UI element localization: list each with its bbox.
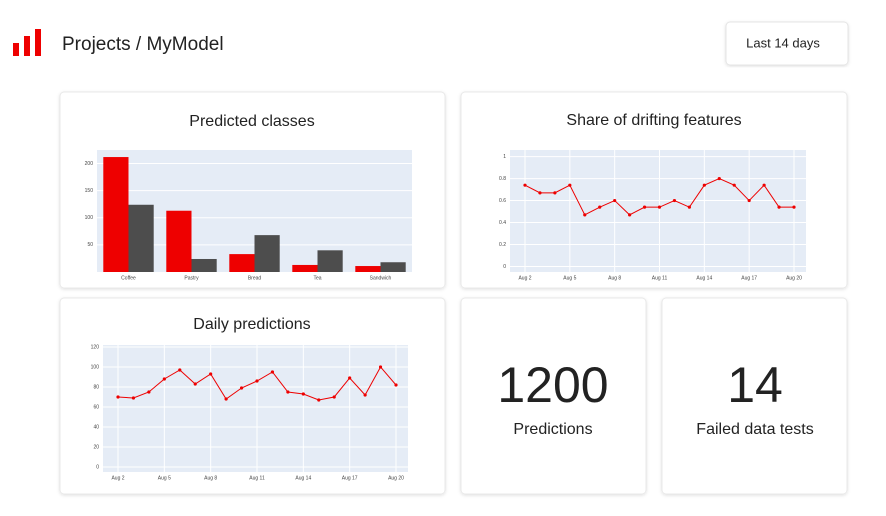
- x-tick-label: Pastry: [184, 275, 199, 281]
- y-tick-label: 60: [93, 404, 99, 410]
- point: [209, 372, 213, 376]
- point: [568, 183, 572, 187]
- x-tick-label: Aug 20: [388, 475, 404, 481]
- point: [792, 205, 796, 209]
- y-tick-label: 20: [93, 444, 99, 450]
- x-tick-label: Aug 2: [111, 475, 124, 481]
- point: [178, 368, 182, 372]
- y-tick-label: 100: [85, 215, 94, 221]
- breadcrumb: Projects / MyModel: [62, 34, 224, 55]
- x-tick-label: Tea: [313, 275, 321, 281]
- point: [317, 398, 321, 402]
- plot-area: [103, 345, 408, 472]
- bar: [317, 250, 343, 272]
- point: [777, 205, 781, 209]
- x-tick-label: Aug 17: [342, 475, 358, 481]
- point: [147, 390, 151, 394]
- kpi-label: Predictions: [513, 421, 592, 438]
- kpi-label: Failed data tests: [696, 421, 813, 438]
- point: [642, 205, 647, 209]
- point: [378, 365, 383, 369]
- y-tick-label: 100: [91, 364, 100, 370]
- x-tick-label: Aug 2: [518, 275, 531, 281]
- bar: [191, 258, 217, 272]
- plot-area: [510, 150, 806, 272]
- point: [270, 370, 275, 374]
- bar: [355, 266, 381, 272]
- point: [131, 396, 136, 400]
- point: [255, 379, 259, 383]
- point: [657, 205, 662, 209]
- point: [687, 205, 691, 209]
- point: [672, 198, 677, 203]
- range-button[interactable]: Last 14 days: [725, 21, 849, 66]
- x-tick-label: Aug 5: [158, 475, 171, 481]
- chart-title: Predicted classes: [189, 113, 314, 130]
- x-tick-label: Aug 8: [204, 475, 217, 481]
- range-button-label[interactable]: Last 14 days: [746, 35, 820, 50]
- point: [747, 198, 751, 203]
- x-tick-label: Aug 17: [741, 275, 757, 281]
- y-tick-label: 50: [87, 242, 93, 248]
- kpi-value: 14: [727, 357, 783, 413]
- y-tick-label: 120: [91, 344, 100, 350]
- y-tick-label: 0.2: [499, 242, 506, 248]
- y-tick-label: 1: [503, 154, 506, 160]
- y-tick-label: 40: [93, 424, 99, 430]
- point: [193, 382, 197, 386]
- bar: [229, 254, 255, 272]
- chart-title: Daily predictions: [193, 316, 310, 333]
- x-tick-label: Aug 8: [608, 275, 621, 281]
- y-tick-label: 200: [85, 161, 94, 167]
- x-tick-label: Aug 5: [563, 275, 576, 281]
- point: [224, 397, 228, 401]
- point: [762, 183, 766, 187]
- y-tick-label: 0: [503, 264, 506, 270]
- x-tick-label: Aug 11: [249, 475, 265, 481]
- point: [732, 183, 736, 187]
- point: [301, 392, 305, 396]
- chart-title: Share of drifting features: [566, 112, 741, 129]
- bar: [166, 210, 192, 272]
- x-tick-label: Aug 11: [652, 275, 668, 281]
- y-tick-label: 150: [85, 188, 94, 194]
- point: [628, 213, 632, 217]
- point: [553, 191, 557, 195]
- bar: [380, 262, 406, 272]
- bar: [103, 157, 129, 272]
- point: [598, 205, 602, 209]
- point: [363, 393, 367, 397]
- point: [613, 198, 617, 203]
- bar: [128, 204, 154, 272]
- point: [394, 383, 398, 387]
- x-tick-label: Coffee: [121, 275, 136, 281]
- point: [717, 176, 721, 181]
- point: [538, 191, 542, 195]
- y-tick-label: 80: [93, 384, 99, 390]
- x-tick-label: Aug 14: [696, 275, 712, 281]
- point: [348, 376, 352, 380]
- x-tick-label: Aug 20: [786, 275, 802, 281]
- point: [286, 390, 290, 394]
- point: [332, 395, 336, 399]
- x-tick-label: Sandwich: [370, 275, 392, 281]
- y-tick-label: 0.4: [499, 220, 506, 226]
- bar: [254, 235, 280, 272]
- point: [523, 183, 527, 187]
- point: [162, 377, 166, 381]
- point: [239, 386, 244, 390]
- x-tick-label: Bread: [248, 275, 262, 281]
- kpi-value: 1200: [497, 357, 608, 413]
- point: [583, 213, 587, 217]
- y-tick-label: 0: [96, 464, 99, 470]
- x-tick-label: Aug 14: [295, 475, 311, 481]
- point: [702, 183, 706, 187]
- y-tick-label: 0.6: [499, 198, 506, 204]
- logo: [13, 29, 41, 56]
- bar: [292, 264, 318, 272]
- point: [116, 395, 120, 399]
- y-tick-label: 0.8: [499, 176, 506, 182]
